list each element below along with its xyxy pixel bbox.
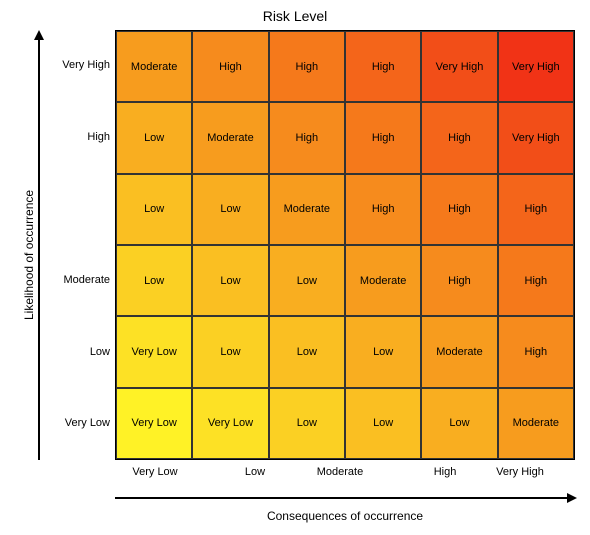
- y-axis-line: [38, 38, 40, 460]
- risk-matrix-grid: ModerateHighHighHighVery HighVery HighLo…: [115, 30, 575, 460]
- x-tick-label: Low: [215, 466, 295, 478]
- y-tick-label: Very High: [42, 59, 110, 71]
- risk-cell: Low: [269, 245, 345, 316]
- risk-cell: Low: [269, 316, 345, 387]
- risk-cell: High: [269, 31, 345, 102]
- risk-cell: Low: [192, 174, 268, 245]
- risk-cell: Low: [421, 388, 497, 459]
- risk-cell: High: [498, 316, 574, 387]
- y-axis-arrowhead-icon: [34, 30, 44, 40]
- risk-cell: Moderate: [421, 316, 497, 387]
- risk-cell: High: [345, 102, 421, 173]
- risk-cell: Moderate: [345, 245, 421, 316]
- risk-cell: Moderate: [498, 388, 574, 459]
- risk-cell: Moderate: [192, 102, 268, 173]
- y-axis-label: Likelihood of occurrence: [22, 190, 36, 320]
- risk-cell: High: [421, 245, 497, 316]
- risk-cell: Low: [345, 316, 421, 387]
- risk-cell: Very Low: [192, 388, 268, 459]
- risk-cell: Moderate: [116, 31, 192, 102]
- risk-cell: Low: [192, 245, 268, 316]
- risk-cell: Low: [116, 245, 192, 316]
- risk-cell: Very High: [421, 31, 497, 102]
- x-axis-label: Consequences of occurrence: [115, 509, 575, 523]
- y-tick-label: Low: [42, 346, 110, 358]
- risk-cell: Low: [269, 388, 345, 459]
- x-tick-label: Very High: [480, 466, 560, 478]
- x-tick-label: High: [405, 466, 485, 478]
- risk-cell: High: [498, 174, 574, 245]
- x-axis-line: [115, 497, 567, 499]
- risk-cell: High: [345, 174, 421, 245]
- risk-cell: Low: [345, 388, 421, 459]
- risk-cell: Very High: [498, 102, 574, 173]
- x-tick-label: Moderate: [300, 466, 380, 478]
- risk-cell: High: [498, 245, 574, 316]
- x-axis-arrowhead-icon: [567, 493, 577, 503]
- y-tick-label: High: [42, 131, 110, 143]
- risk-cell: Very Low: [116, 316, 192, 387]
- risk-cell: High: [421, 174, 497, 245]
- risk-matrix-chart: Risk Level Likelihood of occurrence Cons…: [0, 0, 590, 535]
- risk-cell: Low: [192, 316, 268, 387]
- risk-cell: High: [192, 31, 268, 102]
- risk-cell: High: [345, 31, 421, 102]
- x-tick-label: Very Low: [115, 466, 195, 478]
- risk-cell: Moderate: [269, 174, 345, 245]
- y-tick-label: Very Low: [42, 417, 110, 429]
- risk-cell: Very High: [498, 31, 574, 102]
- risk-cell: Low: [116, 102, 192, 173]
- chart-title: Risk Level: [0, 8, 590, 24]
- risk-cell: Low: [116, 174, 192, 245]
- risk-cell: High: [269, 102, 345, 173]
- y-tick-label: Moderate: [42, 274, 110, 286]
- risk-cell: High: [421, 102, 497, 173]
- risk-cell: Very Low: [116, 388, 192, 459]
